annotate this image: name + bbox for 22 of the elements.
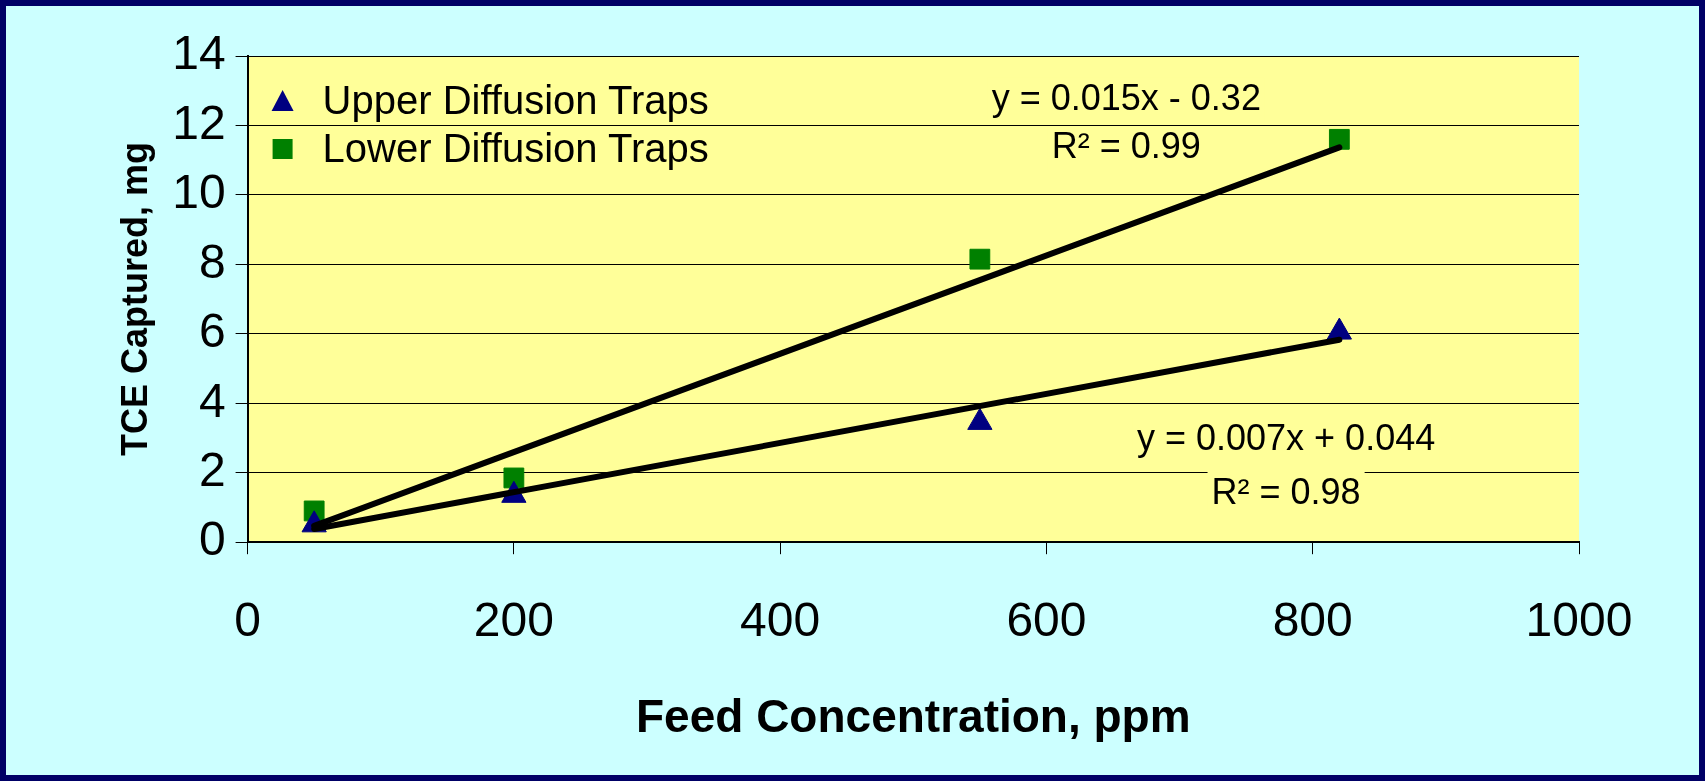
x-tick-label: 800 xyxy=(1272,593,1353,647)
legend-label: Lower Diffusion Traps xyxy=(322,126,709,171)
annotation: y = 0.015x - 0.32 xyxy=(991,76,1261,118)
x-axis-title: Feed Concentration, ppm xyxy=(636,690,1191,743)
y-tick-label: 4 xyxy=(198,373,226,427)
y-tick-label: 14 xyxy=(172,26,226,80)
y-tick-label: 2 xyxy=(198,442,226,496)
annotation: y = 0.007x + 0.044 xyxy=(1136,417,1436,459)
annotation: R² = 0.99 xyxy=(1051,125,1201,167)
y-tick-label: 6 xyxy=(198,304,226,358)
y-axis-title: TCE Captured, mg xyxy=(113,142,155,457)
y-tick-label: 8 xyxy=(198,234,226,288)
y-tick-label: 10 xyxy=(172,165,226,219)
x-tick-label: 600 xyxy=(1006,593,1087,647)
x-tick-label: 0 xyxy=(234,593,261,647)
annotation: R² = 0.98 xyxy=(1211,470,1361,512)
x-tick-label: 400 xyxy=(740,593,821,647)
x-tick-label: 200 xyxy=(473,593,554,647)
y-tick-label: 0 xyxy=(198,512,226,566)
y-tick-label: 12 xyxy=(172,95,226,149)
x-tick-label: 1000 xyxy=(1525,593,1633,647)
legend-label: Upper Diffusion Traps xyxy=(322,78,709,123)
